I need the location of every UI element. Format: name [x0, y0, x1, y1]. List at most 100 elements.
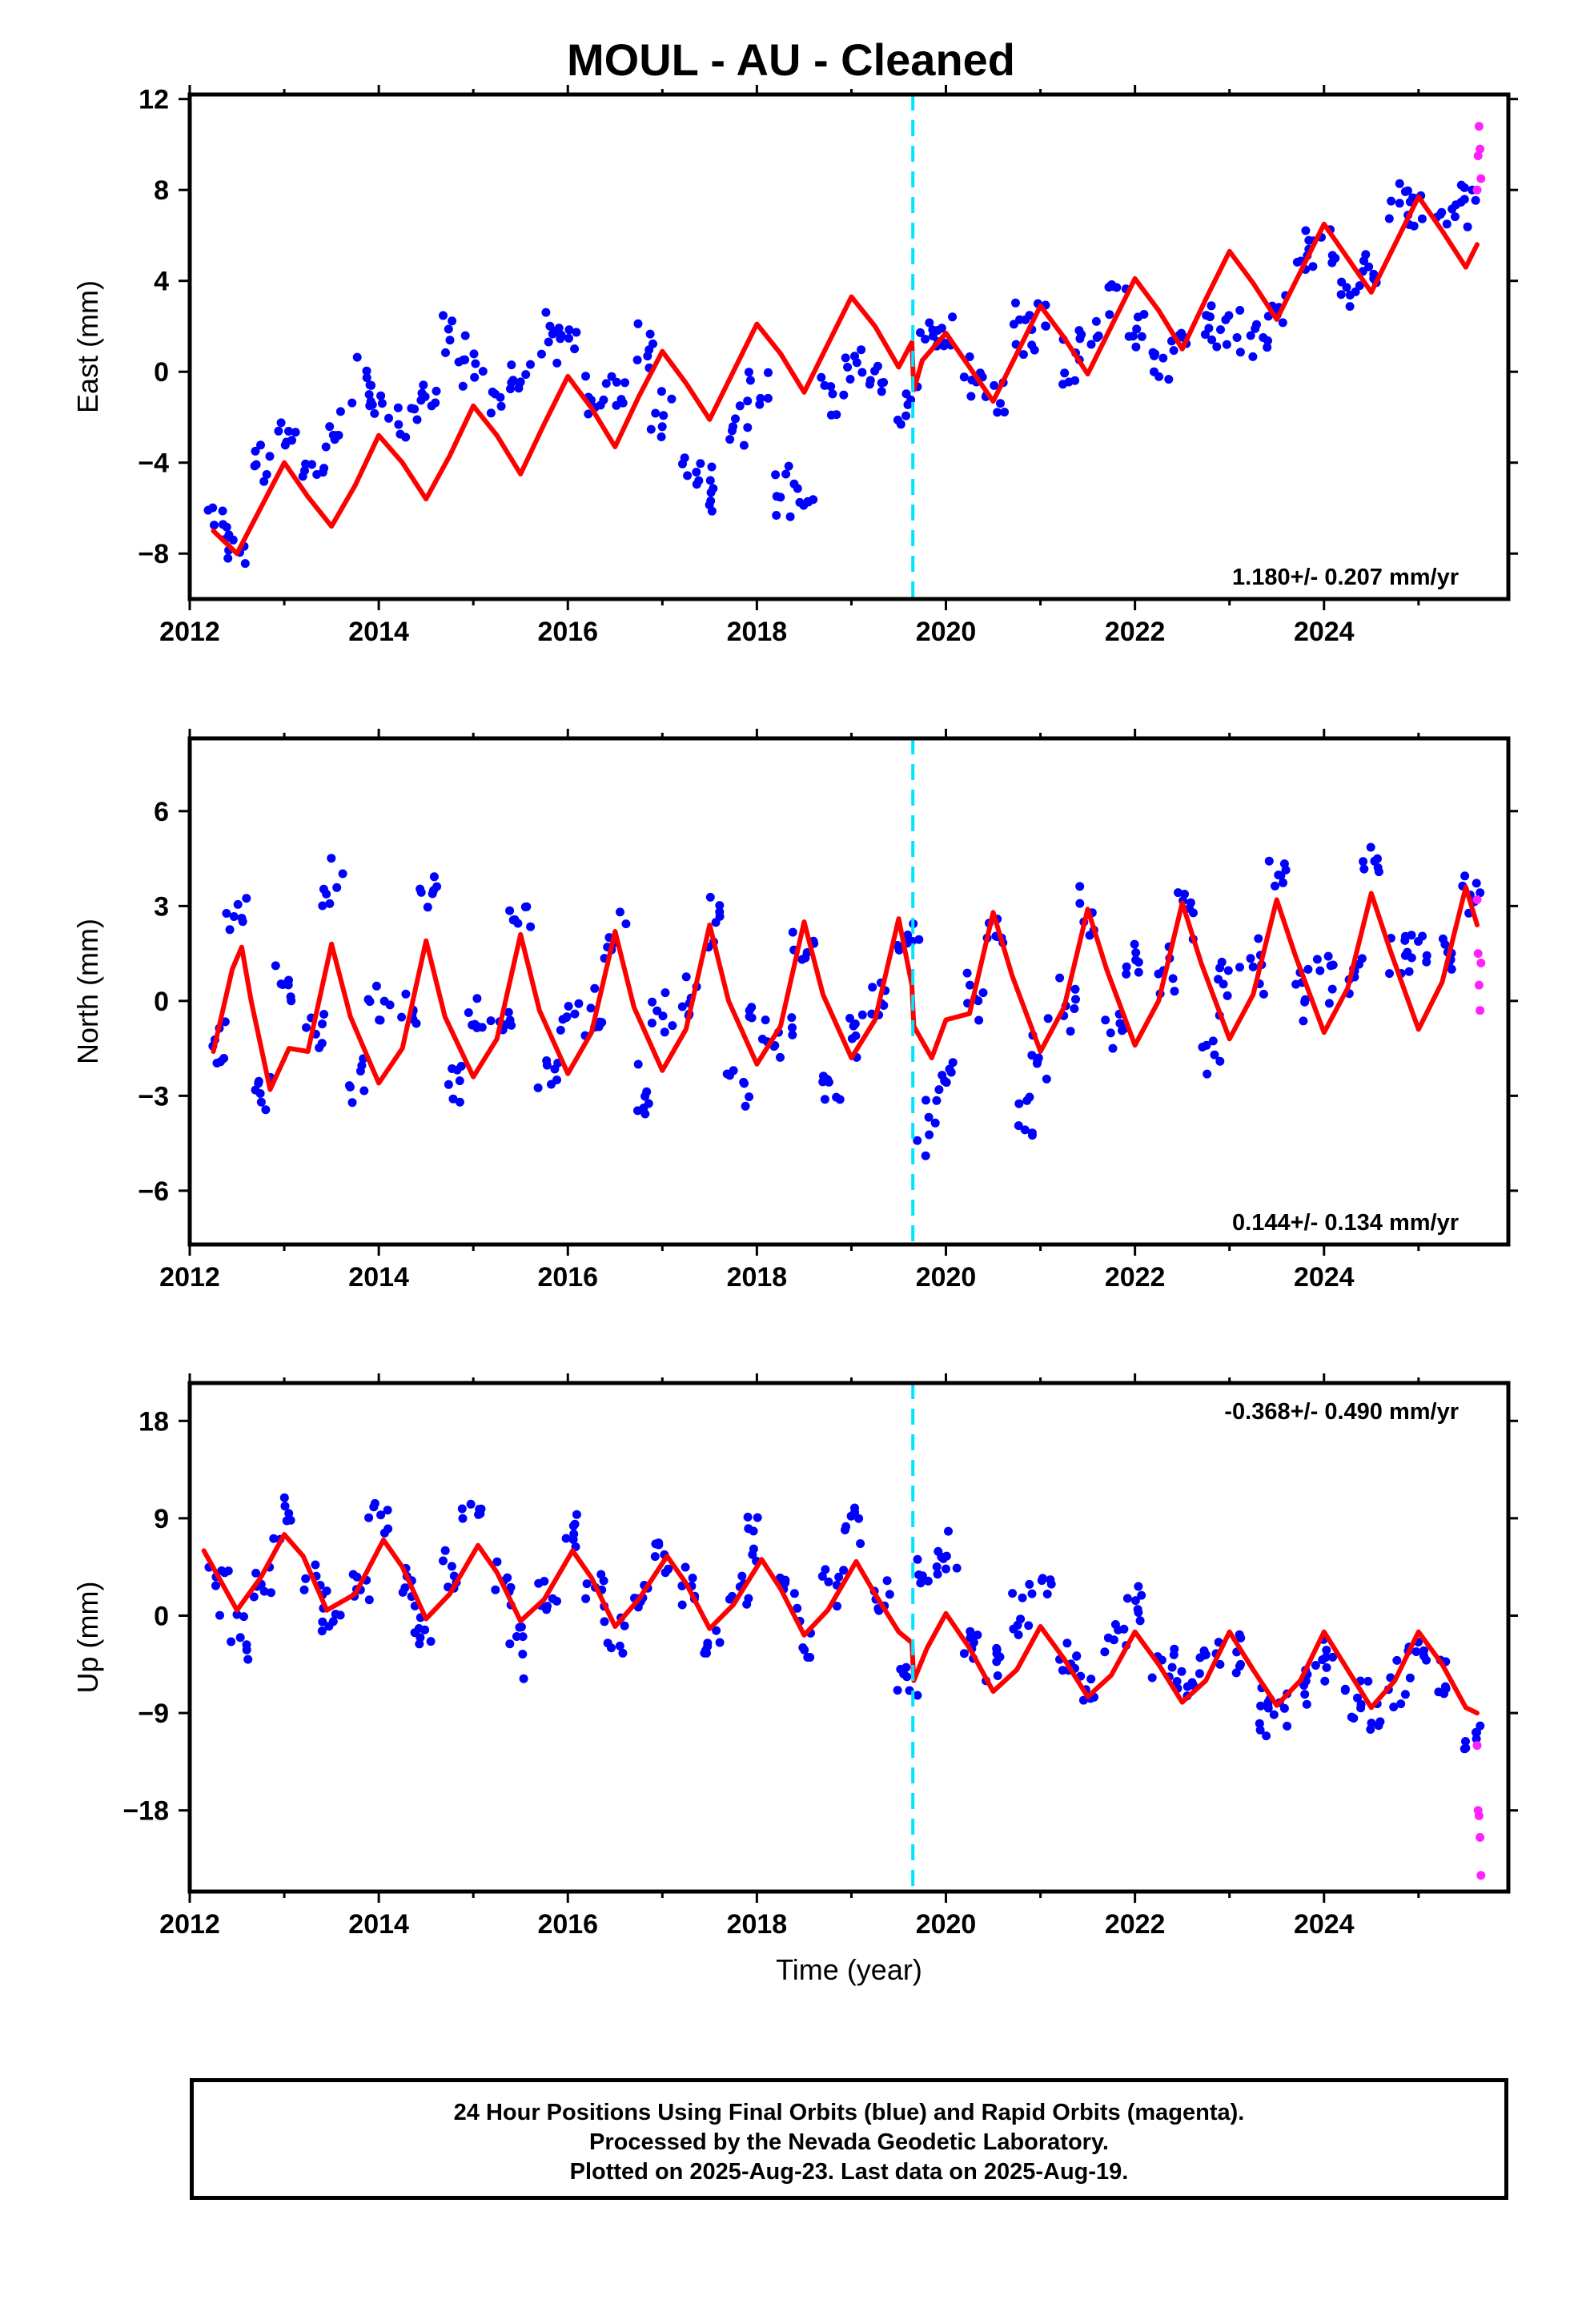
data-point: [1030, 345, 1039, 355]
data-point: [352, 352, 362, 362]
data-point: [618, 1648, 628, 1658]
data-point: [327, 854, 336, 863]
data-point: [934, 1546, 943, 1556]
y-tick-label: −3: [138, 1081, 169, 1112]
data-point: [1074, 326, 1084, 336]
data-point: [1403, 186, 1412, 195]
data-point: [707, 506, 717, 516]
data-point: [369, 1502, 379, 1512]
data-point: [1472, 1741, 1482, 1751]
data-point: [849, 1021, 858, 1031]
data-point: [893, 416, 902, 424]
data-point: [648, 339, 657, 348]
data-point: [1356, 1703, 1366, 1713]
data-point: [893, 1686, 902, 1695]
data-point: [1131, 948, 1141, 958]
data-point: [772, 492, 781, 501]
data-point: [1224, 311, 1234, 320]
data-point: [826, 410, 836, 420]
data-point: [1223, 966, 1233, 975]
data-point: [932, 1562, 942, 1571]
data-point: [359, 1086, 369, 1096]
data-point: [317, 1039, 327, 1048]
data-point: [1112, 283, 1122, 292]
data-point: [1139, 310, 1149, 319]
data-point: [1042, 1074, 1051, 1084]
data-point: [376, 1510, 386, 1520]
data-point: [1219, 979, 1228, 989]
data-point: [1158, 353, 1168, 363]
data-point: [1361, 250, 1371, 259]
data-point: [586, 1003, 596, 1013]
y-tick-label: 3: [154, 891, 169, 922]
data-point: [486, 408, 496, 418]
data-point: [229, 912, 239, 921]
data-point: [284, 427, 293, 436]
data-point: [223, 1566, 233, 1576]
data-point: [1232, 333, 1242, 342]
data-point: [1271, 881, 1279, 891]
data-point: [445, 336, 455, 345]
data-point: [1476, 144, 1485, 154]
data-point: [731, 414, 740, 424]
data-point: [1200, 330, 1210, 340]
data-point: [1147, 1673, 1157, 1683]
data-point: [1100, 1647, 1110, 1657]
data-point: [1018, 350, 1028, 360]
data-point: [990, 380, 999, 390]
data-point: [725, 1071, 734, 1080]
data-point: [1014, 1630, 1023, 1639]
series-final-orbits: [208, 842, 1485, 1160]
data-point: [785, 512, 795, 521]
data-point: [261, 1105, 271, 1115]
data-point: [1471, 195, 1480, 205]
data-point: [854, 1514, 864, 1523]
series-rapid-orbits: [1472, 895, 1486, 1015]
data-point: [574, 999, 584, 1008]
data-point: [1246, 331, 1255, 340]
data-point: [242, 894, 251, 903]
x-tick-label: 2012: [159, 617, 220, 647]
data-point: [1203, 1069, 1212, 1079]
data-point: [1038, 1574, 1047, 1583]
data-point: [265, 452, 275, 461]
data-point: [1396, 1699, 1406, 1709]
data-point: [817, 1571, 827, 1581]
data-point: [526, 922, 536, 931]
data-point: [1302, 1699, 1311, 1709]
data-point: [793, 1603, 802, 1613]
data-point: [1118, 1026, 1126, 1035]
data-point: [1340, 1686, 1350, 1695]
data-point: [650, 1552, 660, 1562]
data-point: [668, 1021, 677, 1031]
data-point: [300, 466, 309, 476]
data-point: [916, 1578, 926, 1588]
data-point: [504, 1007, 513, 1017]
data-point: [238, 917, 247, 927]
data-point: [319, 464, 329, 473]
data-point: [828, 389, 837, 399]
data-point: [317, 1626, 327, 1636]
data-point: [267, 1588, 275, 1598]
data-point: [681, 1562, 690, 1572]
x-tick-label: 2016: [537, 1909, 598, 1940]
data-point: [1299, 1016, 1308, 1026]
data-point: [1395, 199, 1404, 208]
data-point: [857, 368, 867, 377]
data-point: [533, 1083, 543, 1092]
data-point: [1106, 1028, 1115, 1038]
data-point: [570, 1519, 580, 1529]
data-point: [1328, 1652, 1338, 1662]
data-point: [1177, 1667, 1186, 1676]
data-point: [632, 356, 642, 364]
data-point: [809, 495, 818, 505]
x-tick-label: 2014: [348, 1909, 409, 1940]
data-point: [426, 1637, 436, 1647]
data-point: [678, 459, 687, 468]
data-point: [505, 1639, 515, 1649]
data-point: [729, 422, 737, 432]
data-point: [470, 372, 480, 382]
data-point: [274, 426, 283, 436]
data-point: [432, 386, 441, 396]
data-point: [548, 329, 557, 339]
